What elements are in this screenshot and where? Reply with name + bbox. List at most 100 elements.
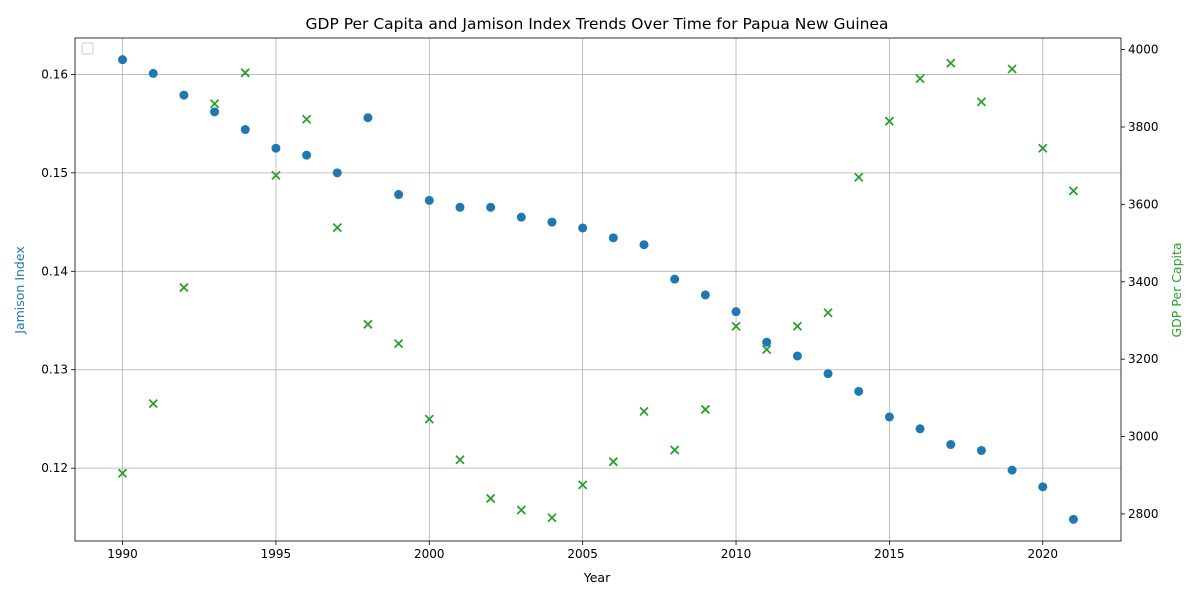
- gdp-per-capita-point: [424, 414, 434, 424]
- gdp-marker-stroke: [854, 172, 864, 182]
- jamison-index-point: [608, 233, 618, 243]
- gdp-per-capita-point: [117, 468, 128, 478]
- y-right-tick-label: 2800: [1128, 507, 1159, 521]
- gdp-marker-stroke: [1007, 64, 1017, 74]
- gdp-per-capita-point: [240, 68, 250, 78]
- x-tick-label: 1995: [261, 547, 292, 561]
- y-right-tick-label: 3000: [1128, 430, 1159, 444]
- jamison-index-point: [179, 90, 189, 100]
- gdp-per-capita-point: [332, 222, 342, 233]
- gdp-per-capita-point: [547, 513, 557, 523]
- gdp-per-capita-point: [1007, 64, 1017, 74]
- gdp-marker-stroke: [608, 457, 618, 467]
- gdp-per-capita-point: [854, 172, 864, 182]
- gdp-per-capita-point: [762, 344, 772, 355]
- jamison-index-point: [946, 440, 956, 450]
- gdp-marker-stroke: [946, 58, 956, 68]
- y-right-tick-label: 3400: [1128, 275, 1159, 289]
- gdp-marker-stroke: [455, 455, 465, 465]
- y-left-tick-label: 0.12: [41, 461, 68, 475]
- gdp-per-capita-point: [884, 116, 895, 126]
- gdp-marker-stroke: [209, 99, 220, 109]
- jamison-index-point: [670, 274, 680, 284]
- jamison-index-point: [854, 386, 864, 396]
- legend-box: [81, 42, 94, 55]
- y-left-tick-label: 0.13: [41, 363, 68, 377]
- x-tick-label: 1990: [107, 547, 138, 561]
- jamison-index-point: [516, 212, 526, 222]
- jamison-index-point: [915, 424, 925, 434]
- jamison-index-point: [271, 143, 281, 153]
- jamison-index-point: [547, 217, 557, 227]
- y-right-tick-label: 3800: [1128, 120, 1159, 134]
- gdp-marker-stroke: [731, 321, 741, 331]
- y-right-tick-label: 3200: [1128, 352, 1159, 366]
- gdp-marker-stroke: [976, 97, 987, 107]
- gdp-marker-stroke: [700, 404, 710, 415]
- grid-lines: [75, 38, 1121, 541]
- gdp-marker-stroke: [393, 339, 404, 349]
- y-axis-left-title: Jamison Index: [12, 246, 27, 334]
- y-left-tick-label: 0.14: [41, 264, 68, 278]
- jamison-index-point: [823, 369, 833, 379]
- x-axis-title: Year: [583, 570, 611, 585]
- x-tick-label: 2000: [414, 547, 445, 561]
- jamison-index-point: [302, 150, 312, 160]
- gdp-marker-stroke: [639, 406, 649, 417]
- x-tick-label: 2015: [874, 547, 905, 561]
- gdp-marker-stroke: [762, 344, 772, 355]
- gdp-marker-stroke: [179, 282, 189, 293]
- gdp-marker-stroke: [792, 321, 803, 331]
- y-right-tick-label: 4000: [1128, 43, 1159, 57]
- gdp-marker-stroke: [332, 222, 342, 233]
- gdp-marker-stroke: [486, 493, 496, 504]
- gdp-marker-stroke: [271, 170, 281, 180]
- gdp-marker-stroke: [1068, 186, 1079, 196]
- gdp-marker-stroke: [884, 116, 895, 126]
- jamison-index-point: [332, 168, 342, 178]
- jamison-index-point: [884, 412, 894, 422]
- gdp-per-capita-point: [608, 457, 618, 467]
- jamison-index-point: [731, 307, 741, 317]
- gdp-marker-stroke: [363, 319, 373, 329]
- jamison-index-point: [424, 195, 434, 205]
- jamison-index-point: [210, 107, 220, 117]
- jamison-index-point: [363, 113, 373, 123]
- gdp-per-capita-point: [271, 170, 281, 180]
- jamison-index-point: [762, 337, 772, 347]
- y-right-tick-label: 3600: [1128, 197, 1159, 211]
- jamison-index-point: [148, 68, 158, 78]
- gdp-marker-stroke: [240, 68, 250, 78]
- y-left-tick-label: 0.16: [41, 67, 68, 81]
- gdp-per-capita-point: [209, 99, 220, 109]
- jamison-index-point: [455, 202, 465, 212]
- gdp-per-capita-point: [455, 455, 465, 465]
- chart-title: GDP Per Capita and Jamison Index Trends …: [306, 15, 889, 33]
- gdp-per-capita-point: [731, 321, 741, 331]
- jamison-index-point: [639, 240, 649, 250]
- gdp-per-capita-point: [639, 406, 649, 417]
- gdp-per-capita-point: [363, 319, 373, 329]
- gdp-per-capita-point: [1038, 143, 1048, 153]
- gdp-per-capita-point: [578, 480, 588, 490]
- jamison-index-point: [1038, 482, 1048, 492]
- gdp-per-capita-point: [976, 97, 987, 107]
- jamison-index-point: [578, 223, 588, 233]
- gdp-marker-stroke: [823, 308, 833, 318]
- jamison-index-point: [976, 445, 986, 455]
- x-tick-label: 2010: [721, 547, 752, 561]
- gdp-per-capita-point: [915, 73, 925, 84]
- jamison-index-point: [1007, 465, 1017, 475]
- gdp-per-capita-point: [148, 399, 158, 409]
- gdp-marker-stroke: [424, 414, 434, 424]
- jamison-index-point: [240, 125, 250, 135]
- gdp-per-capita-point: [823, 308, 833, 318]
- jamison-index-point: [486, 202, 496, 212]
- y-left-tick-label: 0.15: [41, 166, 68, 180]
- jamison-index-point: [394, 190, 404, 200]
- gdp-per-capita-point: [792, 321, 803, 331]
- gdp-marker-stroke: [547, 513, 557, 523]
- gdp-marker-stroke: [117, 468, 128, 478]
